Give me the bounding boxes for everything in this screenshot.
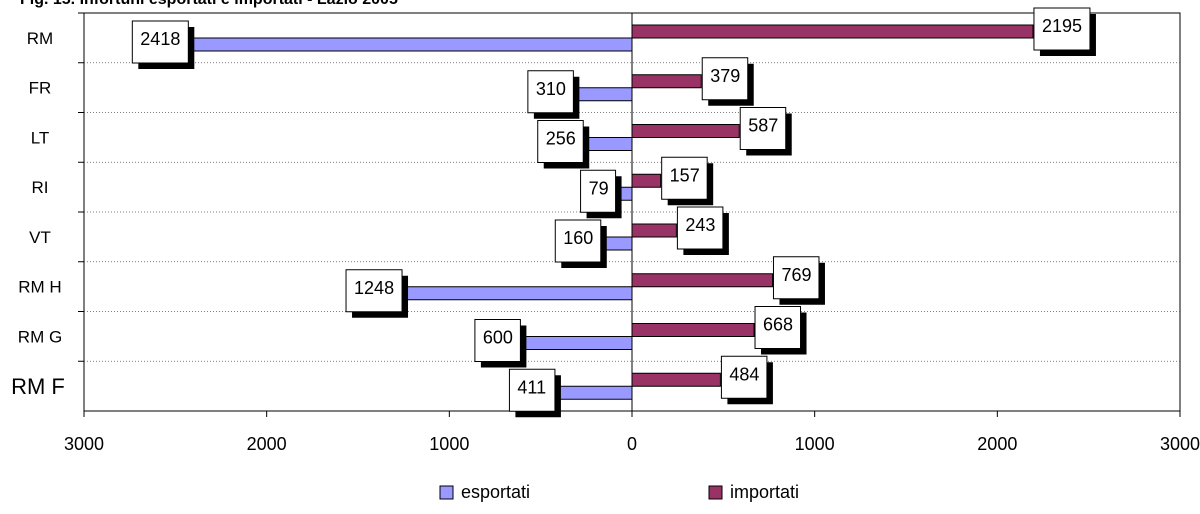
bar-importati (631, 173, 662, 188)
bar-esportati (584, 137, 633, 151)
data-label-box (676, 206, 724, 250)
category-label: RM F (11, 374, 65, 399)
legend-swatch-importati (708, 485, 723, 500)
data-label: 79 (589, 178, 609, 198)
data-label: 2418 (140, 29, 180, 49)
data-label-box (345, 269, 403, 313)
bar-importati (631, 273, 773, 288)
data-label-box (527, 70, 574, 114)
legend-swatch-esportati (439, 485, 454, 500)
bar-importati (631, 124, 740, 138)
data-label-box (661, 156, 708, 200)
data-label-box (772, 256, 820, 300)
data-label-box (754, 306, 802, 349)
data-label-box (508, 368, 556, 412)
data-label-box (474, 319, 521, 362)
data-label: 484 (729, 364, 759, 384)
category-label: LT (31, 128, 50, 147)
bar-esportati (403, 286, 633, 301)
data-label: 1248 (354, 278, 394, 298)
data-label-box (131, 20, 189, 64)
legend-label-importati: importati (730, 482, 799, 502)
data-label: 157 (670, 165, 700, 185)
data-label: 160 (563, 228, 593, 248)
bar-esportati (602, 236, 633, 251)
data-label: 379 (710, 66, 740, 86)
x-tick-label: 3000 (1160, 434, 1200, 454)
x-tick-label: 1000 (429, 434, 469, 454)
category-label: RM (27, 29, 53, 48)
data-label-box (739, 107, 787, 150)
bar-importati (631, 323, 755, 337)
data-label: 587 (748, 116, 778, 136)
data-label-box (554, 219, 602, 263)
data-label: 243 (685, 215, 715, 235)
category-label: RI (32, 178, 49, 197)
category-label: FR (29, 79, 52, 98)
chart-title: Fig. 15. Infortuni esportati e importati… (20, 0, 398, 9)
data-label-box (580, 169, 617, 213)
x-tick-label: 0 (627, 434, 637, 454)
data-label: 411 (517, 377, 546, 397)
data-label: 256 (546, 129, 576, 149)
category-label: RM H (18, 278, 61, 297)
data-label: 769 (781, 265, 811, 285)
data-label-box (701, 57, 749, 101)
legend-label-esportati: esportati (461, 482, 530, 502)
x-tick-label: 2000 (247, 434, 287, 454)
data-label: 600 (483, 328, 513, 348)
data-label-box (537, 120, 584, 163)
bar-esportati (574, 87, 633, 102)
bar-esportati (521, 336, 633, 350)
bar-esportati (189, 37, 633, 52)
bar-esportati (556, 385, 633, 400)
data-label-box (720, 355, 768, 399)
category-label: VT (29, 228, 51, 247)
x-tick-label: 2000 (977, 434, 1017, 454)
category-label: RM G (18, 327, 62, 346)
bar-importati (631, 24, 1034, 39)
data-label: 2195 (1042, 16, 1082, 36)
x-tick-label: 3000 (64, 434, 104, 454)
bar-importati (631, 372, 721, 387)
data-label: 310 (536, 79, 566, 99)
bar-importati (631, 74, 702, 89)
x-tick-label: 1000 (795, 434, 835, 454)
data-label-box (1033, 7, 1091, 51)
bar-importati (631, 223, 677, 238)
data-label: 668 (763, 315, 793, 335)
